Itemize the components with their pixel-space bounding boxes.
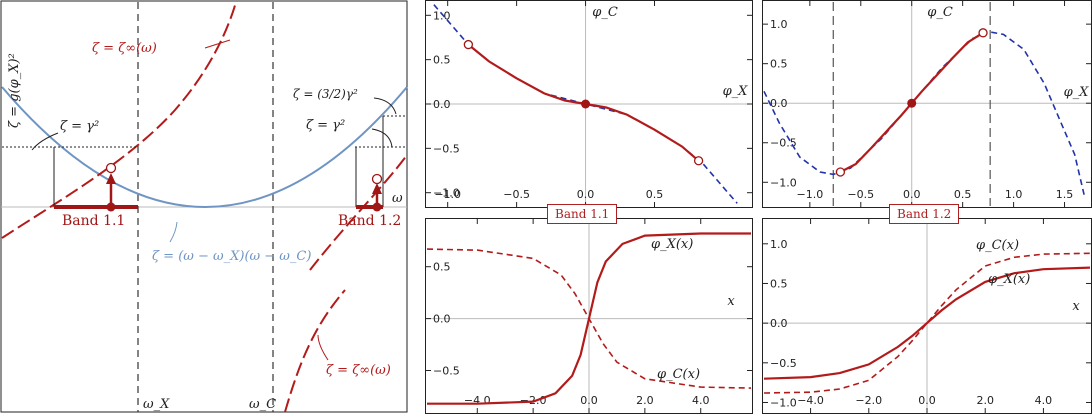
- zeta-inf-bottom-label: ζ = ζ∞(ω): [326, 363, 391, 378]
- x-axis-label: ω: [392, 191, 403, 206]
- x-tick-label: 4.0: [692, 394, 710, 407]
- series-line: [426, 248, 752, 389]
- gamma-right-leader: [371, 128, 393, 148]
- gamma-left-leader: [31, 132, 59, 151]
- gamma-right-label: ζ = γ²: [306, 118, 345, 133]
- band11-open-point: [105, 162, 117, 174]
- y-axis-label: φ_C: [927, 5, 953, 20]
- y-axis-label: ζ = g(φ_X)²: [7, 53, 22, 128]
- y-tick-label: −0.5: [770, 357, 797, 370]
- x-tick-label: 0.0: [580, 394, 598, 407]
- data-point: [463, 39, 474, 50]
- band11-label: Band 1.1: [62, 213, 125, 229]
- x-tick-label: 0.0: [577, 188, 595, 201]
- gamma-right-32-label: ζ = (3/2)γ²: [293, 87, 358, 101]
- y-tick-label: −0.5: [770, 137, 797, 150]
- y-tick-label: 0.0: [433, 313, 451, 326]
- series-line: [763, 252, 1091, 394]
- zeta-inf-bottom-leader: [317, 334, 329, 361]
- x-axis-label: φ_X: [1064, 85, 1090, 100]
- band11-profile-panel: −4.0 −2.0 0.0 2.0 4.0 −0.5 0.0 0.5 φ_X(x) φ_C(x) x: [425, 218, 753, 414]
- band11-phase-chart: −1.0 −0.5 0.0 0.5−1.0−0.50.00.51.0φ_Xφ_C: [425, 0, 753, 208]
- y-axis-label: φ_C: [592, 5, 618, 20]
- band12-label: Band 1.2: [338, 213, 401, 229]
- y-tick-label: −1.0: [770, 176, 797, 189]
- zeta-inf-top-leader: [204, 39, 231, 49]
- series-label: φ_C(x): [976, 238, 1019, 253]
- data-point: [978, 28, 988, 38]
- band12-open-point: [371, 173, 383, 185]
- x-tick-label: 0.5: [646, 188, 664, 201]
- dispersion-panel: ζ = g(φ_X)² ω ω_X ω_C ζ = ζ∞(ω) ζ = γ² ζ…: [0, 0, 408, 414]
- data-point: [835, 167, 846, 177]
- gamma-right-32-leader: [373, 97, 397, 115]
- band11-badge: Band 1.1: [547, 204, 618, 224]
- omega-c-label: ω_C: [249, 397, 276, 412]
- y-tick-label: 0.0: [770, 317, 788, 330]
- x-tick-label: 0.5: [954, 188, 972, 201]
- data-point: [581, 99, 591, 109]
- band12-profile-panel: −4.0 −2.0 0.0 2.0 4.0 −1.0 −0.5 0.0 0.5 1.0 φ_C(x)…: [762, 218, 1092, 414]
- data-point: [693, 156, 704, 166]
- parabola-leader: [169, 221, 178, 243]
- band11-point: [106, 202, 116, 212]
- x-axis-label: φ_X: [723, 84, 749, 99]
- band11-phase-panel: −1.0 −0.5 0.0 0.5 −1.0 −0.5 0.0 0.5 1.0 φ_X φ_C: [425, 0, 753, 208]
- omega-x-label: ω_X: [143, 397, 170, 412]
- x-tick-label: 2.0: [976, 394, 994, 407]
- x-axis-label: x: [1072, 299, 1080, 314]
- x-tick-label: −4.0: [464, 394, 491, 407]
- y-tick-label: −0.5: [433, 364, 460, 377]
- y-tick-label: 0.5: [433, 54, 451, 67]
- band11-profile-chart: −4.0 −2.0 0.0 2.0 4.0−0.50.00.5φ_X(x)φ_C(x)x: [425, 218, 753, 414]
- series-line: [763, 31, 1086, 199]
- band12-phase-chart: −1.0 −0.5 0.0 0.5 1.0 1.5 −1.0 −0.5 0.0 0.5 1.0 φ_X…: [762, 0, 1092, 208]
- band12-point: [372, 202, 382, 212]
- x-axis-label: x: [727, 294, 735, 309]
- y-tick-label: 1.0: [770, 18, 788, 31]
- x-tick-label: 0.0: [918, 394, 936, 407]
- x-tick-label: −2.0: [855, 394, 882, 407]
- series-label: φ_X(x): [988, 272, 1030, 287]
- gamma-left-label: ζ = γ²: [60, 119, 99, 134]
- y-tick-label: −1.0: [770, 396, 797, 409]
- y-tick-label: −0.5: [433, 142, 460, 155]
- series-line: [763, 266, 1091, 380]
- data-point: [907, 98, 917, 108]
- x-tick-label: 1.5: [1056, 188, 1074, 201]
- series-label: φ_X(x): [651, 237, 693, 252]
- y-tick-label: −1.0: [433, 187, 460, 200]
- y-tick-label: 1.0: [433, 9, 451, 22]
- y-tick-label: 0.0: [770, 97, 788, 110]
- y-tick-label: 0.0: [433, 98, 451, 111]
- band12-phase-panel: −1.0 −0.5 0.0 0.5 1.0 1.5 −1.0 −0.5 0.0 0.5 1.0 φ_X…: [762, 0, 1092, 208]
- y-tick-label: 0.5: [770, 58, 788, 71]
- zeta-inf-branch-right-bottom: [284, 289, 346, 413]
- x-tick-label: 4.0: [1035, 394, 1053, 407]
- x-tick-label: −4.0: [797, 394, 824, 407]
- parabola-label: ζ = (ω − ω_X)(ω − ω_C): [152, 249, 311, 264]
- dispersion-chart: ζ = g(φ_X)² ω ω_X ω_C ζ = ζ∞(ω) ζ = γ² ζ…: [0, 0, 408, 413]
- x-tick-label: −1.0: [434, 188, 461, 201]
- y-tick-label: 0.5: [770, 277, 788, 290]
- x-tick-label: 0.0: [903, 188, 921, 201]
- y-tick-label: 0.5: [433, 261, 451, 274]
- zeta-inf-top-label: ζ = ζ∞(ω): [92, 41, 157, 56]
- x-tick-label: 2.0: [636, 394, 654, 407]
- x-tick-label: −1.0: [796, 188, 823, 201]
- dispersion-parabola: [1, 86, 408, 208]
- plot-frame: [762, 0, 1092, 208]
- band12-profile-chart: −4.0 −2.0 0.0 2.0 4.0 −1.0 −0.5 0.0 0.5 1.0 φ_C(x)…: [762, 218, 1092, 414]
- band11-arrowhead: [106, 173, 116, 184]
- band12-badge: Band 1.2: [889, 204, 960, 224]
- series-label: φ_C(x): [657, 367, 700, 382]
- y-tick-label: 1.0: [770, 238, 788, 251]
- x-tick-label: −0.5: [503, 188, 530, 201]
- zeta-inf-branch-left: [1, 1, 237, 239]
- x-tick-label: 1.0: [1005, 188, 1023, 201]
- x-tick-label: −0.5: [847, 188, 874, 201]
- band12-arrowhead: [372, 183, 382, 194]
